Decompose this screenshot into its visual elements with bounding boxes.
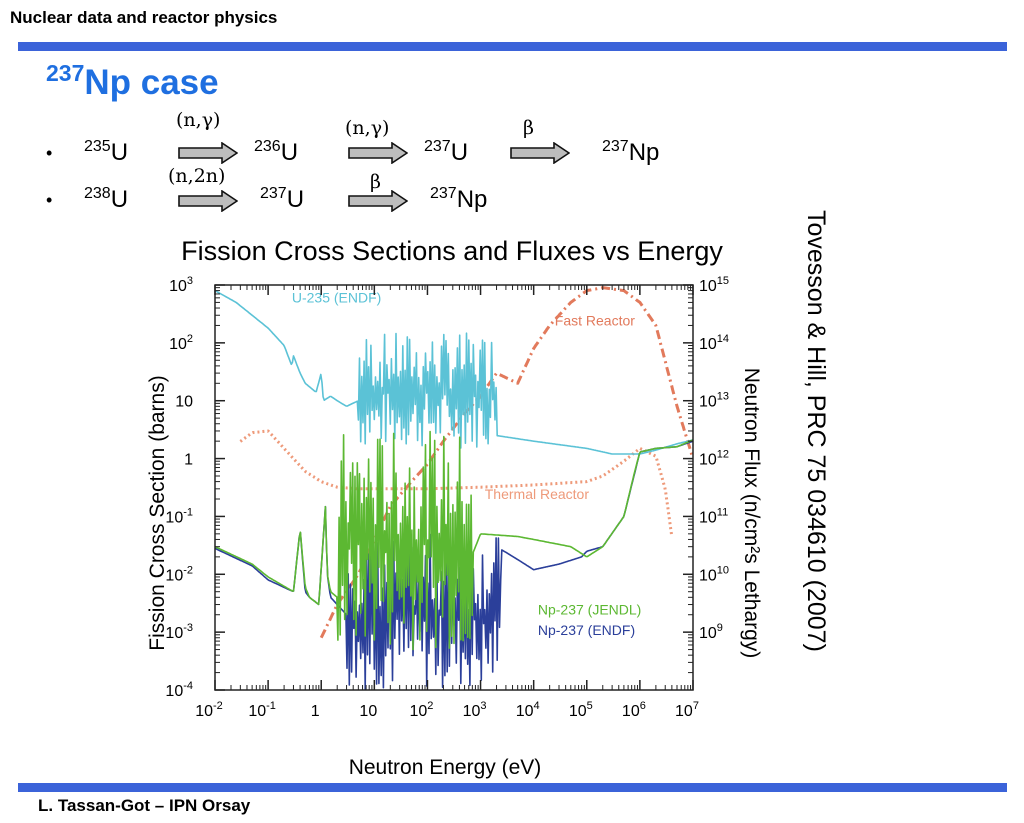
plot-area: U-235 (ENDF) Fast Reactor Thermal Reactor N… <box>165 275 729 720</box>
y2-tick-label: 1015 <box>699 275 729 295</box>
series-label-np-237-endf: Np-237 (ENDF) <box>538 622 635 638</box>
nuclide-u237: 237U <box>424 138 468 167</box>
x-tick-label: 102 <box>409 700 433 720</box>
y-tick-label: 10-2 <box>165 564 193 584</box>
nuclide-u236-mass: 236 <box>254 138 281 155</box>
nuclide-u238-symbol: U <box>110 186 129 213</box>
nuclide-np237: 237Np <box>602 138 659 167</box>
series-label-fast-reactor: Fast Reactor <box>555 312 635 328</box>
y2-tick-label: 1014 <box>699 333 729 353</box>
x-axis-label: Neutron Energy (eV) <box>349 756 542 779</box>
series-label-thermal-reactor: Thermal Reactor <box>485 486 590 502</box>
y-axis-label: Fission Cross Section (barns) <box>146 375 169 650</box>
nuclide-u237-mass: 237 <box>424 138 451 155</box>
citation-reference: Tovesson & Hill, PRC 75 034610 (2007) <box>802 210 830 652</box>
reaction-label-ngamma-1: (n,γ) <box>176 109 221 131</box>
reaction-label-beta-1: β <box>523 117 534 139</box>
arrow-right-icon <box>178 190 238 212</box>
nuclide-np237-mass: 237 <box>602 138 629 155</box>
x-tick-label: 10-1 <box>248 700 276 720</box>
nuclide-u235-mass: 235 <box>84 138 111 155</box>
y2-tick-label: 1011 <box>699 506 728 526</box>
nuclide-u237-b-mass: 237 <box>260 185 287 202</box>
reaction-label-n2n: (n,2n) <box>168 165 226 187</box>
nuclide-np237-b-mass: 237 <box>430 185 457 202</box>
nuclide-u238: 238U <box>84 185 128 214</box>
y-tick-label: 10 <box>175 394 193 411</box>
slide-title: 237Np case <box>46 60 219 103</box>
series-group <box>215 286 693 690</box>
nuclide-u235: 235U <box>84 138 128 167</box>
y-tick-label: 102 <box>169 333 193 353</box>
y2-tick-label: 109 <box>699 622 723 642</box>
reaction-label-ngamma-2: (n,γ) <box>345 117 390 139</box>
slide-title-superscript: 237 <box>46 60 85 86</box>
slide-title-text: Np case <box>84 63 219 102</box>
x-tick-label: 103 <box>463 700 487 720</box>
y2-tick-label: 1010 <box>699 564 729 584</box>
nuclide-u237-b-symbol: U <box>286 186 305 213</box>
nuclide-np237-b: 237Np <box>430 185 487 214</box>
plot-frame <box>214 284 694 691</box>
nuclide-np237-b-symbol: Np <box>456 186 488 213</box>
y-tick-label: 10-4 <box>165 680 193 700</box>
nuclide-u236: 236U <box>254 138 298 167</box>
x-tick-label: 1 <box>311 703 320 720</box>
chart-title: Fission Cross Sections and Fluxes vs Ene… <box>181 236 723 266</box>
nuclide-np237-symbol: Np <box>628 139 660 166</box>
arrow-right-icon <box>510 142 570 164</box>
y2-axis-label: Neutron Flux (n/cm²s Lethargy) <box>740 368 763 659</box>
series-label-np-237-jendl: Np-237 (JENDL) <box>538 602 641 618</box>
series-line-u-235-endf <box>215 289 693 455</box>
y-tick-label: 1 <box>184 452 193 469</box>
x-tick-label: 104 <box>516 700 540 720</box>
nuclide-u236-symbol: U <box>280 139 299 166</box>
nuclide-u235-symbol: U <box>110 139 129 166</box>
top-accent-bar <box>18 42 1007 51</box>
x-tick-label: 107 <box>675 700 699 720</box>
reaction-label-beta-2: β <box>370 171 381 193</box>
bottom-accent-bar <box>18 783 1007 792</box>
series-label-u-235-endf: U-235 (ENDF) <box>292 289 381 305</box>
header-title: Nuclear data and reactor physics <box>10 8 278 27</box>
y2-tick-label: 1013 <box>699 391 729 411</box>
bullet-1: • <box>46 143 53 163</box>
series-line-fast-reactor <box>319 286 693 639</box>
footer-author: L. Tassan-Got – IPN Orsay <box>38 796 251 815</box>
series-line-np-237-jendl <box>215 430 693 651</box>
arrow-right-icon <box>178 142 238 164</box>
y2-tick-label: 1012 <box>699 449 729 469</box>
nuclide-u237-b: 237U <box>260 185 304 214</box>
nuclide-u237-symbol: U <box>450 139 469 166</box>
x-tick-label: 106 <box>622 700 646 720</box>
x-tick-label: 10-2 <box>195 700 223 720</box>
fission-cross-section-chart: Fission Cross Sections and Fluxes vs Ene… <box>146 236 763 779</box>
arrow-right-icon <box>348 190 408 212</box>
series-line-thermal-reactor <box>239 429 674 538</box>
x-tick-label: 105 <box>569 700 593 720</box>
y-tick-label: 10-3 <box>165 622 193 642</box>
x-tick-label: 10 <box>359 703 377 720</box>
bullet-2: • <box>46 190 53 210</box>
nuclide-u238-mass: 238 <box>84 185 111 202</box>
arrow-right-icon <box>348 142 408 164</box>
y-tick-label: 10-1 <box>165 506 193 526</box>
y-tick-label: 103 <box>169 275 193 295</box>
